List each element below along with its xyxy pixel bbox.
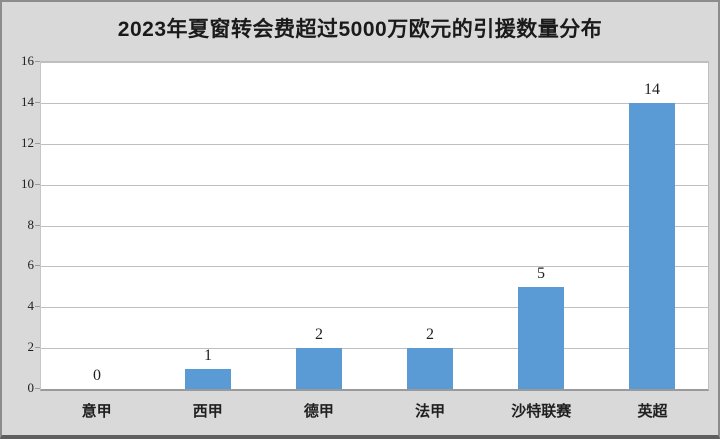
bar-data-label: 1 [204, 347, 212, 364]
y-tick-label: 2 [27, 339, 35, 354]
y-tick-label: 6 [27, 257, 35, 272]
bar-data-label: 2 [426, 326, 434, 343]
y-tick-mark [35, 347, 40, 348]
y-tick-mark [35, 143, 40, 144]
gridline [41, 348, 708, 349]
gridline [41, 144, 708, 145]
y-tick-mark [35, 184, 40, 185]
x-category-label: 德甲 [303, 404, 334, 420]
gridline [41, 307, 708, 308]
x-category-label: 意甲 [81, 404, 112, 420]
gridline [41, 185, 708, 186]
y-tick-mark [35, 265, 40, 266]
y-tick-label: 0 [27, 380, 35, 395]
y-tick-label: 16 [21, 53, 34, 68]
x-category-label: 英超 [637, 404, 668, 420]
bar-data-label: 0 [93, 367, 101, 384]
gridline [41, 266, 708, 267]
plot-area: 0 1 2 2 5 14 [40, 61, 709, 391]
y-axis: 0 2 4 6 8 10 12 14 16 [2, 53, 35, 395]
bar-data-label: 14 [644, 81, 660, 98]
y-tick-label: 12 [21, 135, 34, 150]
gridline [41, 62, 708, 63]
x-category-label: 法甲 [415, 404, 446, 420]
y-tick-label: 8 [27, 217, 35, 232]
bar [629, 103, 675, 389]
y-tick-mark [35, 61, 40, 62]
y-tick-mark [35, 306, 40, 307]
gridline [41, 103, 708, 104]
y-tick-label: 10 [21, 176, 34, 191]
y-tick-label: 14 [21, 94, 34, 109]
y-tick-mark [35, 102, 40, 103]
bar [296, 348, 342, 389]
x-category-label: 西甲 [192, 404, 223, 420]
y-tick-mark [35, 225, 40, 226]
bar [518, 287, 564, 389]
bar [407, 348, 453, 389]
x-category-label: 沙特联赛 [511, 404, 572, 420]
gridline [41, 226, 708, 227]
chart-title: 2023年夏窗转会费超过5000万欧元的引援数量分布 [117, 18, 603, 41]
bar-data-label: 2 [315, 326, 323, 343]
x-axis: 意甲 西甲 德甲 法甲 沙特联赛 英超 [41, 398, 708, 426]
y-tick-mark [35, 388, 40, 389]
bar-data-label: 5 [537, 265, 545, 282]
y-tick-label: 4 [27, 298, 35, 313]
bar [185, 369, 231, 389]
